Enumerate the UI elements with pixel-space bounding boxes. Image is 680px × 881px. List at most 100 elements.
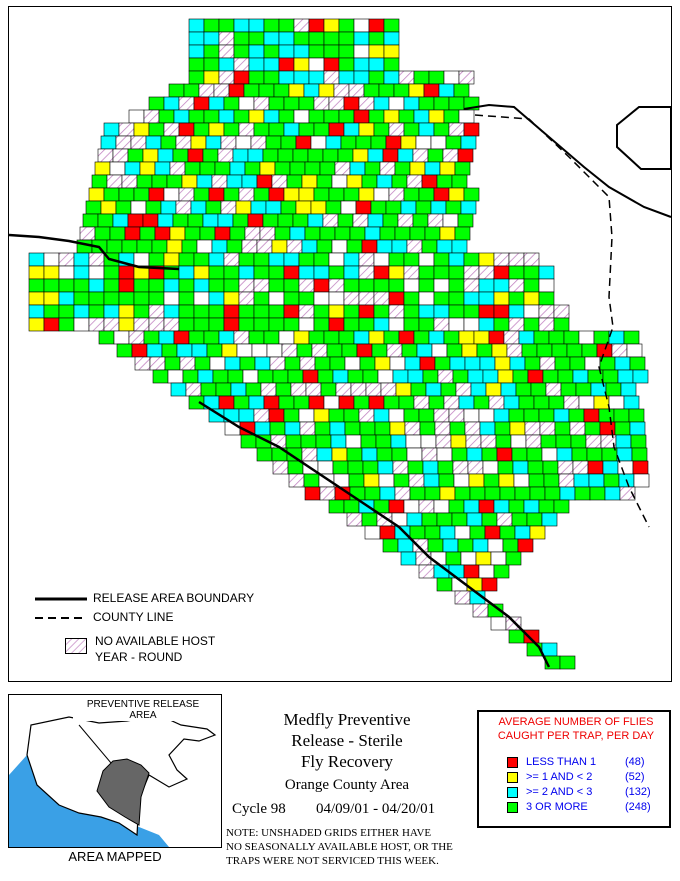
- grid-cell: [488, 395, 505, 410]
- grid-cell: [433, 252, 450, 267]
- grid-cell: [196, 174, 213, 189]
- grid-cell: [364, 226, 381, 241]
- grid-cell: [443, 70, 460, 85]
- grid-cell: [473, 330, 490, 345]
- grid-cell: [572, 460, 589, 475]
- grid-cell: [554, 421, 571, 436]
- grid-cell: [472, 538, 489, 553]
- grid-cell: [133, 252, 150, 267]
- grid-cell: [188, 70, 205, 85]
- grid-cell: [58, 278, 75, 293]
- grid-cell: [513, 473, 530, 488]
- grid-cell: [130, 135, 147, 150]
- grid-cell: [536, 343, 553, 358]
- grid-cell: [332, 369, 349, 384]
- grid-cell: [343, 122, 360, 137]
- grid-cell: [413, 330, 430, 345]
- grid-cell: [235, 200, 252, 215]
- grid-cell: [388, 291, 405, 306]
- grid-cell: [58, 265, 75, 280]
- grid-cell: [163, 317, 180, 332]
- grid-cell: [328, 408, 345, 423]
- grid-cell: [130, 200, 147, 215]
- grid-cell: [176, 343, 193, 358]
- grid-cell: [452, 369, 469, 384]
- grid-cell: [178, 96, 195, 111]
- grid-cell: [283, 265, 300, 280]
- grid-cell: [388, 408, 405, 423]
- grid-cell: [439, 161, 456, 176]
- grid-cell: [200, 382, 217, 397]
- grid-cell: [572, 369, 589, 384]
- grid-cell: [497, 369, 514, 384]
- grid-cell: [242, 369, 259, 384]
- grid-cell: [226, 239, 243, 254]
- grid-cell: [298, 317, 315, 332]
- grid-cell: [178, 187, 195, 202]
- grid-cell: [463, 291, 480, 306]
- grid-cell: [526, 512, 543, 527]
- grid-cell: [478, 499, 495, 514]
- grid-cell: [331, 447, 348, 462]
- grid-cell: [340, 135, 357, 150]
- grid-cell: [373, 278, 390, 293]
- grid-cell: [223, 187, 240, 202]
- grid-cell: [463, 252, 480, 267]
- grid-cell: [278, 31, 295, 46]
- grid-cell: [605, 382, 622, 397]
- grid-cell: [152, 369, 169, 384]
- grid-cell: [199, 226, 216, 241]
- grid-cell: [190, 200, 207, 215]
- grid-cell: [358, 408, 375, 423]
- grid-cell: [458, 70, 475, 85]
- grid-cell: [460, 135, 477, 150]
- grid-cell: [182, 369, 199, 384]
- grid-cell: [112, 148, 129, 163]
- grid-cell: [185, 382, 202, 397]
- grid-cell: [208, 265, 225, 280]
- grid-cell: [187, 148, 204, 163]
- grid-cell: [218, 109, 235, 124]
- grid-cell: [358, 265, 375, 280]
- grid-cell: [100, 135, 117, 150]
- grid-cell: [262, 213, 279, 228]
- grid-cell: [43, 291, 60, 306]
- grid-cell: [373, 122, 390, 137]
- grid-cell: [528, 473, 545, 488]
- grid-cell: [283, 187, 300, 202]
- grid-cell: [484, 525, 501, 540]
- area-mapped-caption: AREA MAPPED: [68, 849, 162, 864]
- grid-cell: [85, 200, 102, 215]
- grid-cell: [409, 226, 426, 241]
- grid-cell: [58, 317, 75, 332]
- grid-cell: [248, 109, 265, 124]
- grid-cell: [318, 83, 335, 98]
- grid-cell: [439, 226, 456, 241]
- grid-cell: [421, 447, 438, 462]
- grid-cell: [554, 356, 571, 371]
- grid-cell: [283, 96, 300, 111]
- grid-cell: [393, 473, 410, 488]
- grid-cell: [253, 291, 270, 306]
- grid-cell: [450, 434, 467, 449]
- grid-cell: [211, 174, 228, 189]
- grid-cell: [97, 213, 114, 228]
- grid-cell: [28, 252, 45, 267]
- grid-cell: [238, 187, 255, 202]
- grid-cell: [523, 499, 540, 514]
- grid-cell: [118, 291, 135, 306]
- grid-cell: [418, 499, 435, 514]
- grid-cell: [232, 213, 249, 228]
- grid-cell: [170, 382, 187, 397]
- grid-cell: [394, 161, 411, 176]
- grid-cell: [364, 525, 381, 540]
- grid-cell: [169, 226, 186, 241]
- grid-cell: [555, 434, 572, 449]
- grid-cell: [386, 343, 403, 358]
- grid-cell: [355, 135, 372, 150]
- grid-cell: [133, 317, 150, 332]
- grid-cell: [157, 148, 174, 163]
- grid-cell: [463, 304, 480, 319]
- grid-cell: [133, 278, 150, 293]
- grid-cell: [328, 304, 345, 319]
